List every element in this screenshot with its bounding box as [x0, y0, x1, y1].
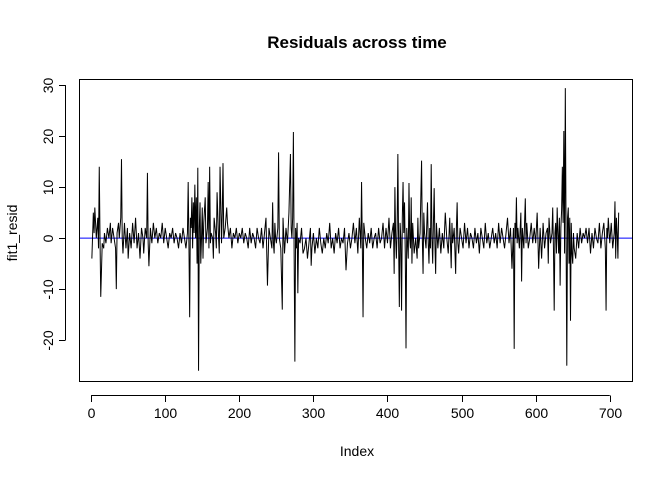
x-tick-label: 100: [154, 405, 178, 421]
x-tick-label: 500: [451, 405, 475, 421]
y-tick-label: -20: [40, 330, 56, 350]
residual-series-line: [91, 88, 620, 371]
x-tick-label: 300: [302, 405, 326, 421]
y-tick-label: 30: [40, 78, 56, 94]
x-tick-label: 700: [599, 405, 623, 421]
chart-title: Residuals across time: [267, 33, 447, 52]
x-tick-label: 400: [376, 405, 400, 421]
y-tick-label: 10: [40, 180, 56, 196]
x-axis-label: Index: [340, 443, 374, 459]
y-axis-label: fit1_resid: [4, 205, 20, 262]
x-tick-label: 0: [88, 405, 96, 421]
x-axis: 0 100 200 300 400 500 600 700: [88, 395, 623, 421]
y-tick-label: 20: [40, 129, 56, 145]
x-tick-label: 600: [525, 405, 549, 421]
y-axis: -20 -10 0 10 20 30: [40, 78, 66, 351]
plot-frame: [79, 79, 633, 382]
x-tick-label: 200: [228, 405, 252, 421]
y-tick-label: 0: [40, 234, 56, 242]
y-tick-label: -10: [40, 279, 56, 299]
